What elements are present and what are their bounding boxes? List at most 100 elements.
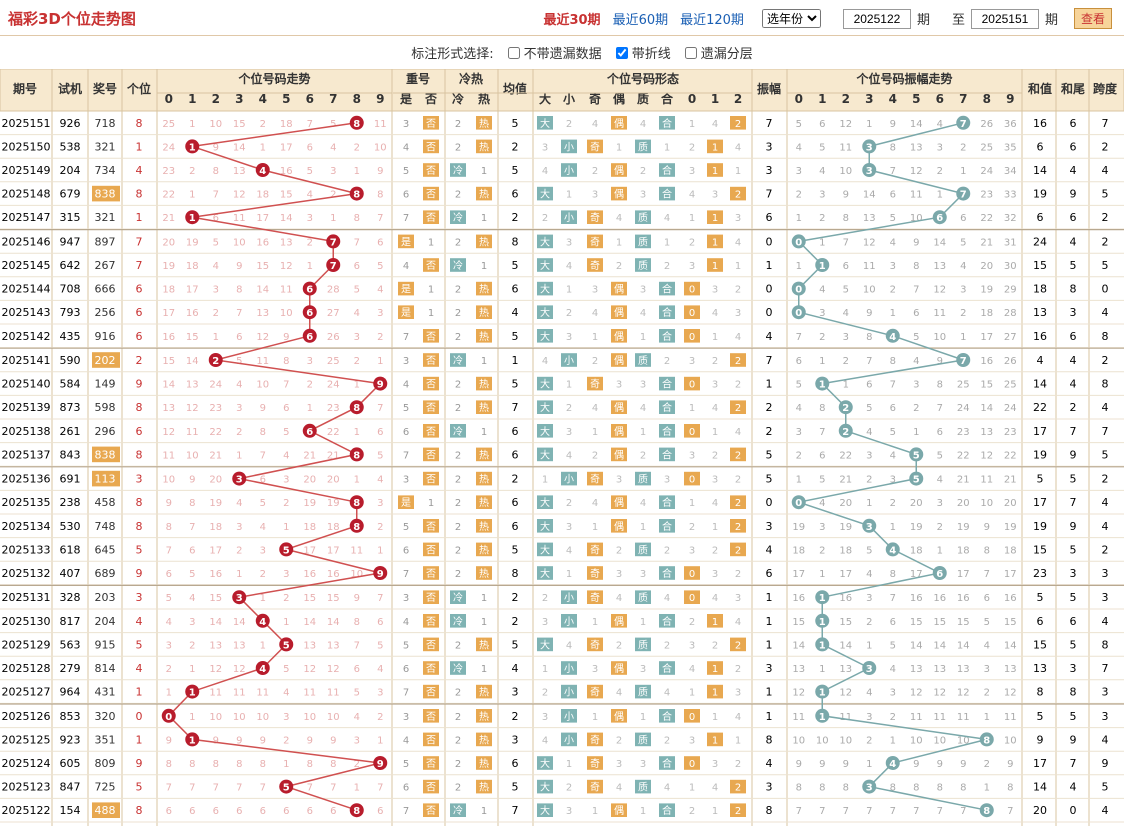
tail-cell: 4 bbox=[1070, 235, 1077, 248]
amp-ball-label: 3 bbox=[866, 142, 873, 153]
amp-miss-cell: 10 bbox=[910, 213, 923, 224]
trend-ball-label: 1 bbox=[189, 213, 196, 224]
recent30-link[interactable]: 最近30期 bbox=[543, 13, 601, 28]
amp-miss-cell: 2 bbox=[819, 213, 825, 224]
amp-miss-cell: 21 bbox=[1004, 475, 1017, 486]
miss-cell: 8 bbox=[166, 759, 172, 770]
miss-cell: 1 bbox=[189, 712, 195, 723]
amp-miss-cell: 11 bbox=[910, 712, 923, 723]
amp-miss-cell: 7 bbox=[843, 806, 849, 817]
option-no-missing[interactable]: 不带遗漏数据 bbox=[507, 43, 602, 62]
amp-ball-label: 1 bbox=[819, 617, 826, 628]
trial-cell: 261 bbox=[60, 425, 81, 438]
form-text: 质 bbox=[638, 734, 648, 746]
recent60-link[interactable]: 最近60期 bbox=[612, 13, 669, 28]
tail-cell: 5 bbox=[1070, 473, 1077, 486]
sum-cell: 8 bbox=[1037, 686, 1044, 699]
option-layered[interactable]: 遗漏分层 bbox=[684, 43, 753, 62]
trend-ball bbox=[349, 447, 364, 462]
repeat-no: 否 bbox=[426, 639, 436, 651]
form-mark bbox=[659, 614, 675, 628]
form-miss: 3 bbox=[566, 427, 572, 438]
form-mark bbox=[587, 590, 603, 604]
miss-cell: 11 bbox=[350, 545, 363, 556]
trial-cell: 708 bbox=[60, 283, 81, 296]
avg-cell: 6 bbox=[512, 188, 519, 201]
cold-miss: 2 bbox=[455, 545, 461, 556]
form-mark bbox=[611, 353, 627, 367]
prize-cell: 725 bbox=[95, 781, 116, 794]
avg-cell: 2 bbox=[512, 473, 519, 486]
form-mark bbox=[635, 542, 651, 557]
form-miss: 3 bbox=[616, 380, 622, 391]
checkbox[interactable] bbox=[684, 46, 697, 59]
amp-miss-cell: 7 bbox=[937, 806, 943, 817]
form-mark bbox=[730, 542, 746, 557]
miss-cell: 4 bbox=[213, 261, 219, 272]
form-mark bbox=[684, 329, 700, 343]
hot-text: 热 bbox=[479, 401, 489, 414]
repeat-no: 否 bbox=[426, 474, 436, 486]
amp-miss-cell: 2 bbox=[890, 498, 896, 509]
checkbox[interactable] bbox=[615, 46, 628, 59]
avg-cell: 5 bbox=[512, 117, 519, 130]
miss-cell: 19 bbox=[303, 498, 316, 509]
miss-cell: 1 bbox=[377, 735, 383, 746]
tail-cell: 5 bbox=[1070, 259, 1077, 272]
repeat-miss: 5 bbox=[403, 640, 409, 651]
form-miss: 3 bbox=[712, 569, 718, 580]
miss-cell: 9 bbox=[283, 332, 289, 343]
from-input[interactable] bbox=[842, 8, 911, 29]
miss-cell: 16 bbox=[186, 308, 199, 319]
form-text: 2 bbox=[735, 403, 741, 414]
amp-miss-cell: 2 bbox=[866, 617, 872, 628]
trend-ball-label: 7 bbox=[330, 261, 337, 272]
miss-cell: 7 bbox=[354, 237, 360, 248]
form-miss: 3 bbox=[640, 569, 646, 580]
trend-ball bbox=[326, 258, 341, 272]
amp-miss-cell: 32 bbox=[1004, 213, 1017, 224]
amp-miss-cell: 10 bbox=[863, 285, 876, 296]
form-mark bbox=[684, 471, 700, 486]
issue-cell: 2025125 bbox=[2, 733, 51, 746]
repeat-no: 否 bbox=[426, 521, 436, 533]
hot-mark bbox=[476, 756, 492, 770]
trend-ball-label: 4 bbox=[259, 664, 266, 675]
form-text: 大 bbox=[540, 448, 550, 461]
cold-miss: 2 bbox=[455, 475, 461, 486]
form-miss: 1 bbox=[640, 712, 646, 723]
miss-cell: 15 bbox=[327, 593, 340, 604]
form-miss: 2 bbox=[640, 450, 646, 461]
checkbox[interactable] bbox=[507, 46, 520, 59]
sum-cell: 6 bbox=[1037, 615, 1044, 628]
sum-cell: 23 bbox=[1033, 567, 1047, 580]
amp-miss-cell: 3 bbox=[866, 450, 872, 461]
query-button[interactable]: 查看 bbox=[1073, 8, 1112, 29]
amp-miss-cell: 3 bbox=[890, 475, 896, 486]
tail-cell: 7 bbox=[1070, 496, 1077, 509]
amp-miss-cell: 5 bbox=[890, 640, 896, 651]
tail-cell: 7 bbox=[1070, 425, 1077, 438]
form-mark bbox=[730, 186, 746, 201]
to-input[interactable] bbox=[970, 8, 1039, 29]
avg-cell: 1 bbox=[512, 354, 519, 367]
form-mark bbox=[730, 116, 746, 130]
miss-cell: 2 bbox=[189, 640, 195, 651]
amp-miss-cell: 5 bbox=[843, 285, 849, 296]
hot-text: 热 bbox=[479, 543, 489, 556]
miss-cell: 13 bbox=[162, 403, 175, 414]
amp-ball bbox=[979, 803, 994, 818]
form-text: 0 bbox=[689, 569, 695, 580]
miss-cell: 7 bbox=[236, 308, 242, 319]
miss-cell: 14 bbox=[209, 617, 222, 628]
amp-miss-cell: 4 bbox=[819, 285, 825, 296]
option-polyline[interactable]: 带折线 bbox=[615, 43, 671, 62]
miss-cell: 16 bbox=[303, 569, 316, 580]
amp-miss-cell: 11 bbox=[933, 308, 946, 319]
amp-miss-cell: 16 bbox=[839, 593, 852, 604]
year-select[interactable]: 选年份 bbox=[761, 9, 821, 28]
form-miss: 4 bbox=[640, 498, 646, 509]
hot-text: 热 bbox=[479, 235, 489, 248]
recent120-link[interactable]: 最近120期 bbox=[680, 13, 744, 28]
form-text: 大 bbox=[540, 117, 550, 130]
